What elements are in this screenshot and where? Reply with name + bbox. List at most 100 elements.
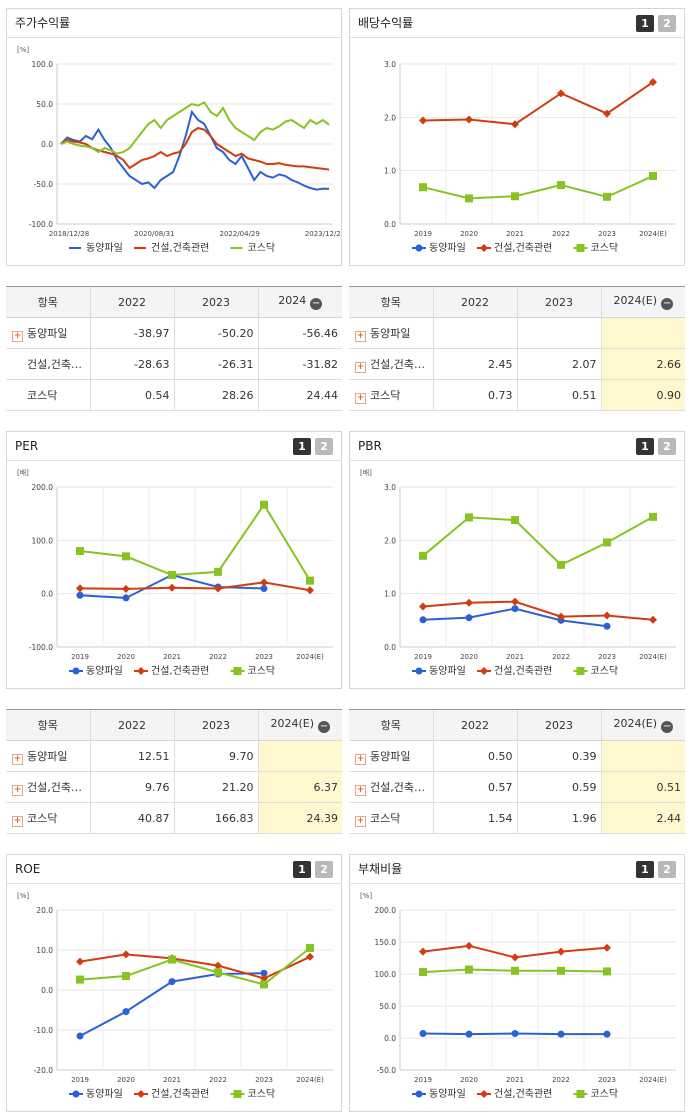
legend-label: 건설,건축관련 [494,242,552,254]
value-cell: 40.87 [89,802,174,834]
y-tick-label: 200.0 [32,483,54,492]
point-marker [557,947,565,956]
expand-icon[interactable]: + [12,330,23,342]
view-1-button[interactable]: 1 [636,15,654,32]
x-tick-label: 2021 [506,1076,524,1084]
view-1-button[interactable]: 1 [636,438,654,455]
view-2-button[interactable]: 2 [658,438,676,455]
point-marker [511,516,519,525]
column-header-label: 2024 [278,294,307,307]
view-1-button[interactable]: 1 [293,861,311,878]
point-marker [465,965,473,974]
expand-icon[interactable]: + [355,753,366,765]
value-cell [516,317,601,349]
point-marker [576,244,585,252]
expand-icon[interactable]: + [12,815,23,827]
column-header: 2022 [89,286,174,318]
legend-label: 코스닥 [248,242,276,254]
point-marker [122,594,130,602]
point-marker [465,614,473,622]
value-cell: 0.50 [432,740,517,772]
x-tick-label: 2021 [506,230,524,238]
row-label-cell: + 동양파일 [349,740,433,772]
legend-label: 코스닥 [591,665,619,677]
column-header: 2023 [516,709,601,741]
panel-title: 주가수익률 [7,9,341,38]
expand-icon[interactable]: + [355,330,366,342]
collapse-icon[interactable]: − [661,721,674,733]
x-tick-label: 2019 [414,1076,432,1084]
table-header-row: 항목 2022 2023 2024− [6,286,342,318]
value-cell: 166.83 [173,802,258,834]
expand-icon[interactable]: + [12,784,23,796]
point-marker [168,583,176,592]
y-tick-label: 1.0 [384,167,396,176]
value-cell: 0.51 [516,379,601,411]
x-tick-label: 2023/12/28 [305,230,341,238]
point-marker [419,947,427,956]
point-marker [72,1090,80,1098]
value-cell: 0.57 [432,771,517,803]
point-marker [419,183,427,192]
y-tick-label: -100.0 [29,220,53,229]
column-header-label: 항목 [37,719,58,732]
column-header-label: 2022 [461,295,489,309]
y-tick-label: -50.0 [377,1066,397,1075]
x-tick-label: 2022 [552,230,570,238]
point-marker [603,109,611,118]
series-line [60,101,330,155]
view-1-button[interactable]: 1 [636,861,654,878]
point-marker [260,980,268,989]
row-label: 건설,건축… [370,357,425,371]
value-cell: 24.44 [257,379,342,411]
view-1-button[interactable]: 1 [293,438,311,455]
legend-label: 동양파일 [86,242,123,254]
collapse-icon[interactable]: − [661,298,674,310]
value-cell: -31.82 [257,348,342,380]
expand-icon[interactable]: + [12,753,23,765]
y-tick-label: 20.0 [36,906,53,915]
x-tick-label: 2018/12/28 [49,230,89,238]
point-marker [76,957,84,966]
collapse-icon[interactable]: − [310,298,323,310]
y-tick-label: 150.0 [375,938,397,947]
row-label: 동양파일 [370,326,411,340]
column-header-label: 2024(E) [613,717,658,730]
point-marker [511,605,519,613]
y-tick-label: -100.0 [29,643,53,652]
point-marker [419,602,427,611]
expand-icon[interactable]: + [355,784,366,796]
x-tick-label: 2020/08/31 [134,230,174,238]
per-table: 항목 2022 2023 2024(E) − + 동양파일 12.51 9.70 + 건설,건축… 9… [6,709,342,834]
point-marker [603,622,611,630]
point-marker [511,192,519,201]
row-label: 동양파일 [27,326,68,340]
point-marker [214,961,222,970]
table-header-row: 항목 2022 2023 2024(E) − [349,709,685,741]
expand-icon[interactable]: + [355,392,366,404]
unit-label: [배] [360,468,372,477]
point-marker [511,1030,519,1038]
y-tick-label: 3.0 [384,483,396,492]
column-header-label: 항목 [37,296,58,309]
point-marker [480,1090,488,1098]
collapse-icon[interactable]: − [318,721,331,733]
view-2-button[interactable]: 2 [658,861,676,878]
x-tick-label: 2022 [552,1076,570,1084]
expand-icon[interactable]: + [355,815,366,827]
value-cell: 2.45 [432,348,517,380]
point-marker [122,552,130,561]
view-2-button[interactable]: 2 [315,861,333,878]
view-2-button[interactable]: 2 [315,438,333,455]
point-marker [649,78,657,87]
view-2-button[interactable]: 2 [658,15,676,32]
legend-label: 건설,건축관련 [151,242,209,254]
dividend-chart: 3.0 2.0 1.0 0.0 2019 2020 2021 2022 2023 2024(E) 동… [384,60,676,254]
column-header-label: 2022 [461,718,489,732]
value-cell: 9.70 [173,740,258,772]
point-marker [260,500,268,509]
x-tick-label: 2023 [598,653,616,661]
expand-icon[interactable]: + [355,361,366,373]
x-tick-label: 2024(E) [639,230,667,238]
